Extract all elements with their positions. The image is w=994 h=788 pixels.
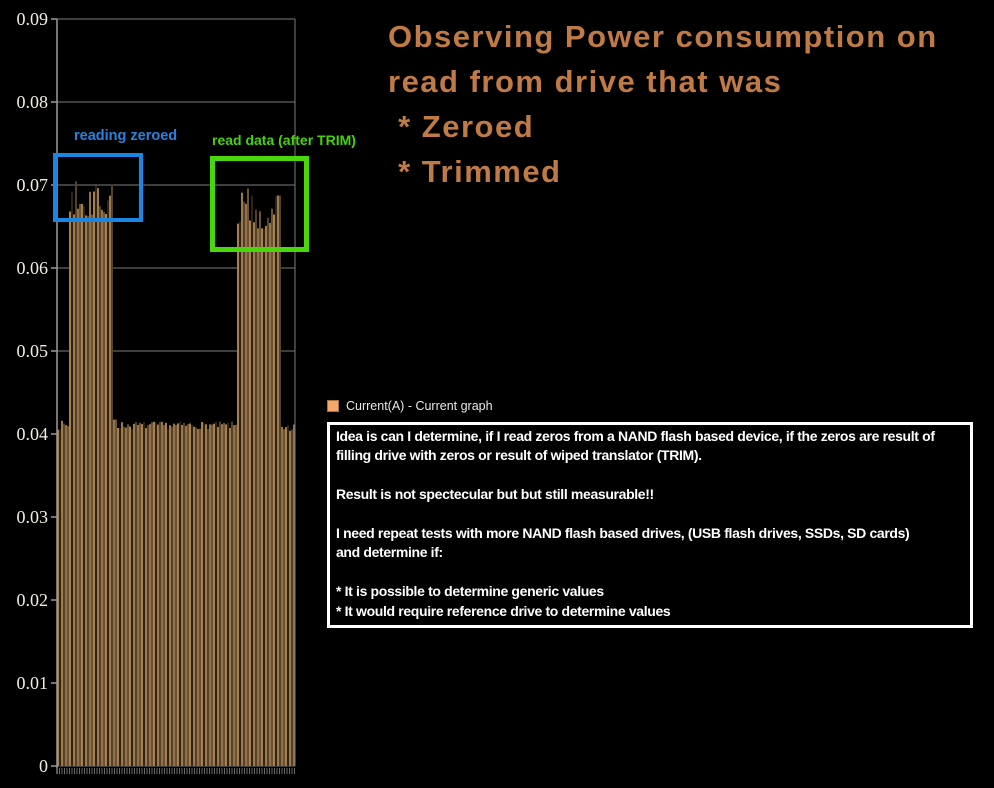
- svg-text:0.04: 0.04: [17, 424, 49, 444]
- chart-legend: Current(A) - Current graph: [327, 399, 493, 413]
- legend-swatch-icon: [327, 400, 339, 412]
- y-tick-labels: 0 0.01 0.02 0.03 0.04 0.05 0.06 0.07 0.08 0.09: [17, 9, 49, 776]
- svg-text:0.09: 0.09: [17, 9, 49, 29]
- svg-text:0.07: 0.07: [17, 175, 49, 195]
- title-line-1: Observing Power consumption on: [388, 19, 938, 54]
- legend-label: Current(A) - Current graph: [346, 399, 493, 413]
- svg-text:0: 0: [39, 756, 48, 776]
- slide-title: Observing Power consumption on read from…: [388, 14, 938, 194]
- read-after-trim-label: read data (after TRIM): [212, 132, 356, 148]
- svg-text:0.02: 0.02: [17, 590, 49, 610]
- read-after-trim-highlight-box: [210, 156, 309, 252]
- notes-box: Idea is can I determine, if I read zeros…: [327, 422, 973, 629]
- svg-text:0.06: 0.06: [17, 258, 49, 278]
- svg-text:0.08: 0.08: [17, 92, 49, 112]
- axes: [51, 18, 296, 774]
- reading-zeroed-label: reading zeroed: [74, 128, 178, 144]
- svg-text:0.03: 0.03: [17, 507, 49, 527]
- title-line-2: read from drive that was: [388, 64, 783, 99]
- reading-zeroed-highlight-box: [53, 153, 143, 222]
- title-line-4: * Trimmed: [388, 154, 562, 189]
- current-bars: [57, 181, 295, 767]
- svg-text:0.05: 0.05: [17, 341, 49, 361]
- title-line-3: * Zeroed: [388, 109, 535, 144]
- svg-text:0.01: 0.01: [17, 673, 49, 693]
